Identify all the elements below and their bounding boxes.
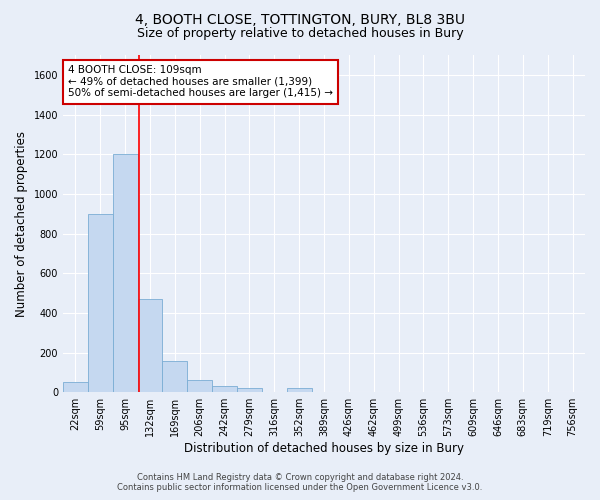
Bar [187, 380, 212, 392]
Bar [237, 388, 262, 392]
Bar [88, 214, 113, 392]
Text: Contains HM Land Registry data © Crown copyright and database right 2024.
Contai: Contains HM Land Registry data © Crown c… [118, 473, 482, 492]
Bar [212, 386, 237, 392]
Text: Size of property relative to detached houses in Bury: Size of property relative to detached ho… [137, 28, 463, 40]
Bar [113, 154, 137, 392]
Text: 4 BOOTH CLOSE: 109sqm
← 49% of detached houses are smaller (1,399)
50% of semi-d: 4 BOOTH CLOSE: 109sqm ← 49% of detached … [68, 65, 333, 98]
Text: 4, BOOTH CLOSE, TOTTINGTON, BURY, BL8 3BU: 4, BOOTH CLOSE, TOTTINGTON, BURY, BL8 3B… [135, 12, 465, 26]
Bar [163, 362, 187, 392]
Bar [287, 388, 311, 392]
Bar [63, 382, 88, 392]
X-axis label: Distribution of detached houses by size in Bury: Distribution of detached houses by size … [184, 442, 464, 455]
Y-axis label: Number of detached properties: Number of detached properties [15, 130, 28, 316]
Bar [137, 299, 163, 392]
